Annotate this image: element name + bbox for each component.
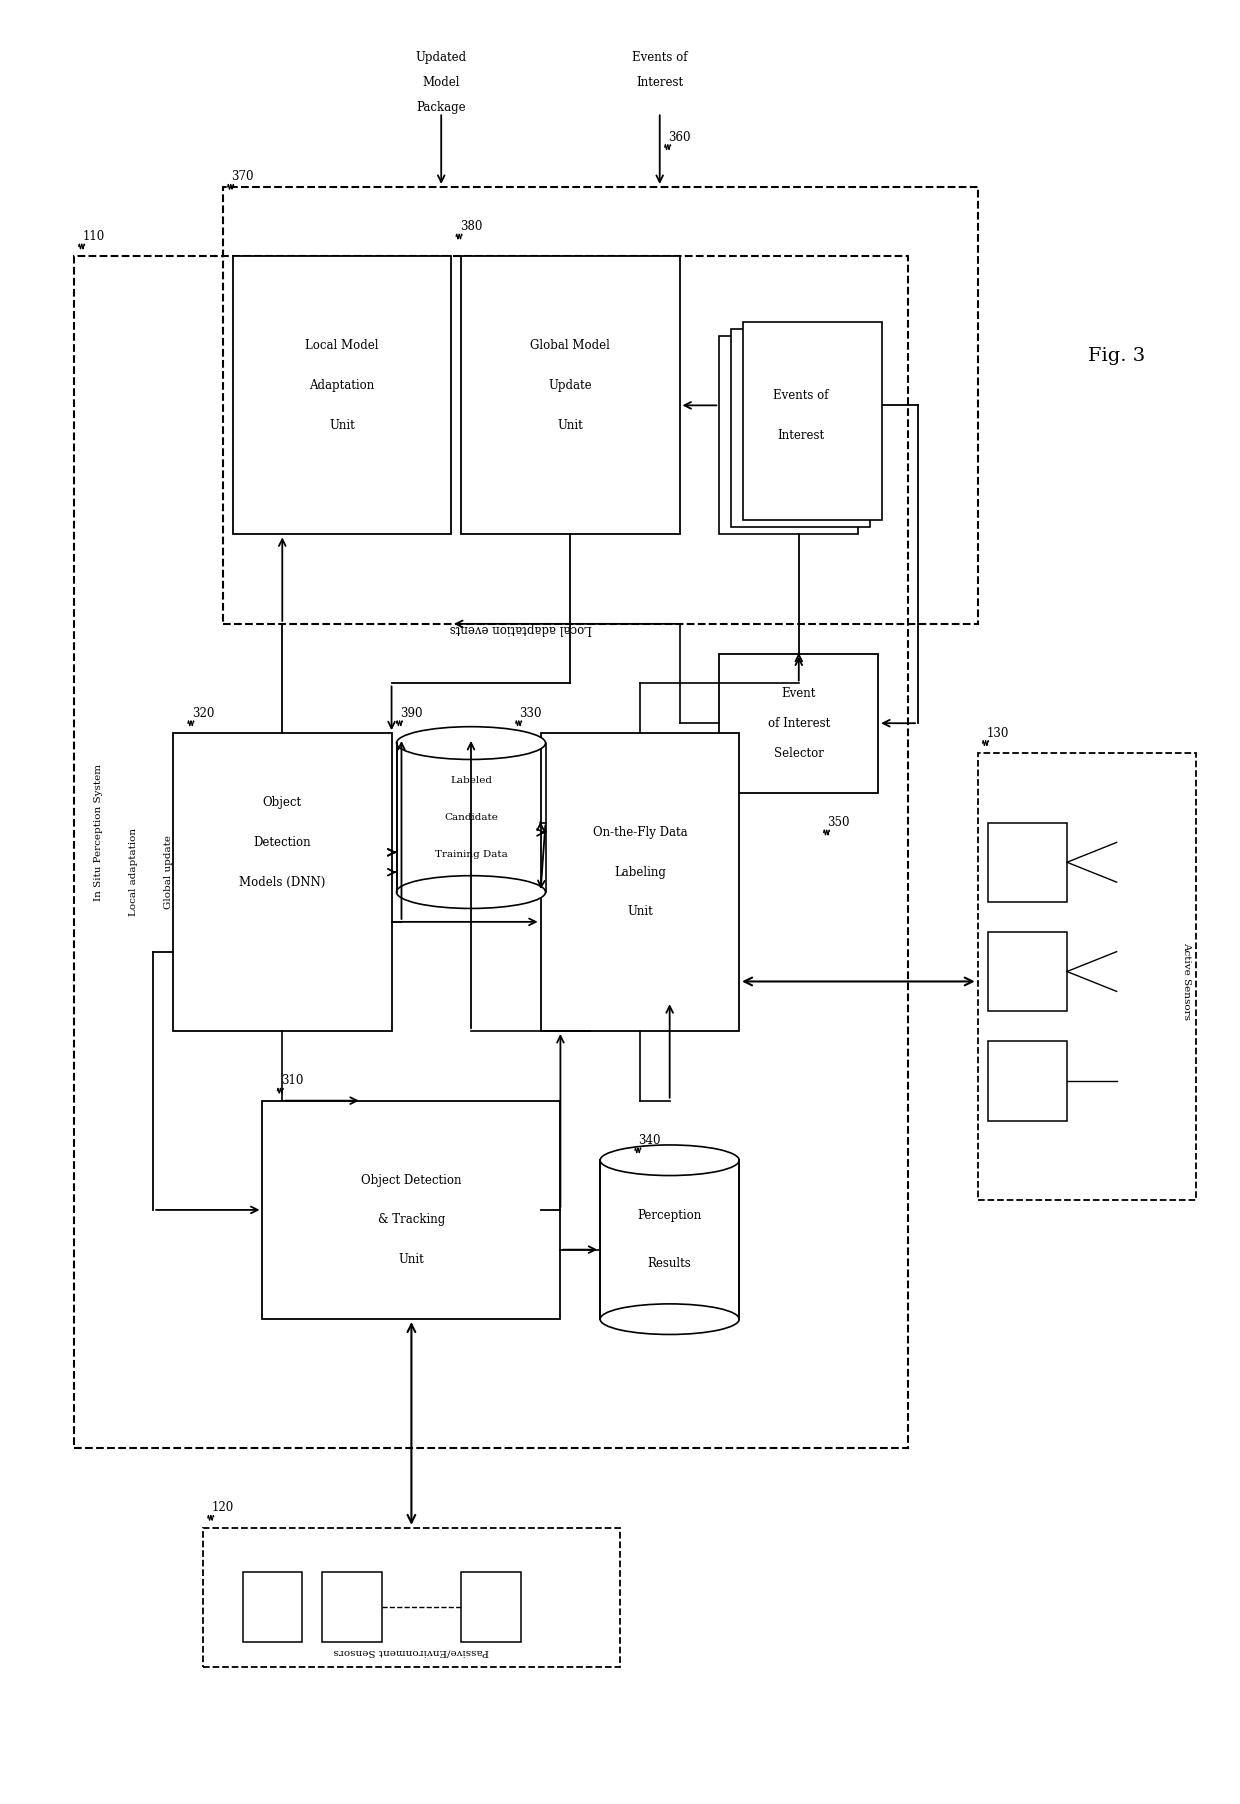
- Bar: [73, 256, 908, 1449]
- Text: Updated: Updated: [415, 51, 466, 65]
- Text: Unit: Unit: [329, 419, 355, 431]
- Text: 350: 350: [827, 815, 849, 830]
- Bar: [322, 1573, 382, 1642]
- Text: Object Detection: Object Detection: [361, 1174, 461, 1187]
- Text: Candidate: Candidate: [444, 814, 498, 823]
- Text: Global Model: Global Model: [531, 339, 610, 352]
- Text: Update: Update: [548, 379, 593, 391]
- Text: 330: 330: [520, 707, 542, 720]
- Ellipse shape: [600, 1304, 739, 1335]
- Ellipse shape: [600, 1146, 739, 1176]
- Text: Local adaptation: Local adaptation: [129, 828, 138, 916]
- Text: 130: 130: [986, 727, 1008, 740]
- Text: Labeling: Labeling: [614, 866, 666, 879]
- Text: 360: 360: [668, 130, 691, 144]
- Text: 320: 320: [192, 707, 215, 720]
- Text: In Situ Perception System: In Situ Perception System: [94, 763, 103, 900]
- Text: Training Data: Training Data: [435, 850, 507, 859]
- Text: 380: 380: [460, 220, 482, 233]
- Text: 310: 310: [281, 1075, 304, 1088]
- Text: Local adaptation events: Local adaptation events: [450, 622, 591, 635]
- Text: & Tracking: & Tracking: [378, 1214, 445, 1227]
- Text: Passive/Environment Sensors: Passive/Environment Sensors: [334, 1647, 489, 1656]
- Text: Events of: Events of: [632, 51, 687, 65]
- Text: 340: 340: [639, 1135, 661, 1147]
- Bar: [600, 1160, 739, 1319]
- Text: On-the-Fly Data: On-the-Fly Data: [593, 826, 687, 839]
- Ellipse shape: [397, 875, 546, 909]
- Text: Object: Object: [263, 796, 301, 810]
- Text: Package: Package: [417, 101, 466, 114]
- Bar: [719, 653, 878, 792]
- Text: Fig. 3: Fig. 3: [1087, 346, 1146, 364]
- Bar: [541, 732, 739, 1032]
- Text: 110: 110: [82, 229, 104, 244]
- Bar: [719, 336, 858, 534]
- Text: Detection: Detection: [253, 835, 311, 850]
- Text: Global update: Global update: [164, 835, 172, 909]
- Bar: [732, 328, 870, 527]
- Text: Model: Model: [423, 76, 460, 88]
- Bar: [263, 1100, 560, 1319]
- Text: of Interest: of Interest: [768, 716, 830, 729]
- Text: Selector: Selector: [774, 747, 823, 759]
- Text: Active Sensors: Active Sensors: [1182, 942, 1190, 1021]
- Text: Perception: Perception: [637, 1209, 702, 1223]
- Bar: [987, 1041, 1066, 1120]
- Text: 370: 370: [232, 170, 254, 184]
- Bar: [223, 188, 977, 624]
- Bar: [174, 732, 392, 1032]
- Bar: [987, 823, 1066, 902]
- Bar: [461, 256, 680, 534]
- Text: Labeled: Labeled: [450, 776, 492, 785]
- Text: 120: 120: [212, 1501, 234, 1514]
- Text: Unit: Unit: [627, 906, 652, 918]
- Bar: [977, 752, 1197, 1200]
- Text: Models (DNN): Models (DNN): [239, 875, 325, 889]
- Text: Local Model: Local Model: [305, 339, 378, 352]
- Bar: [461, 1573, 521, 1642]
- Ellipse shape: [397, 727, 546, 759]
- Bar: [243, 1573, 303, 1642]
- Bar: [397, 743, 546, 891]
- Text: Adaptation: Adaptation: [309, 379, 374, 391]
- Text: Results: Results: [647, 1257, 692, 1270]
- Bar: [203, 1528, 620, 1667]
- Bar: [233, 256, 451, 534]
- Text: Events of: Events of: [773, 390, 828, 402]
- Text: Unit: Unit: [398, 1254, 424, 1266]
- Bar: [743, 321, 882, 520]
- Text: 390: 390: [401, 707, 423, 720]
- Bar: [987, 933, 1066, 1012]
- Text: Event: Event: [781, 687, 816, 700]
- Text: Interest: Interest: [636, 76, 683, 88]
- Text: Interest: Interest: [777, 429, 825, 442]
- Text: Unit: Unit: [558, 419, 583, 431]
